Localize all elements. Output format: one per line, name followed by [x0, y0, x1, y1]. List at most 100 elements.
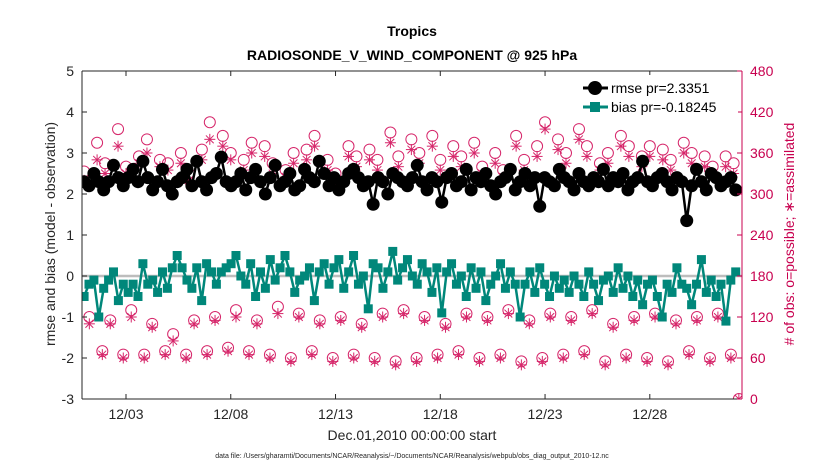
assimilated-low-point-d2 — [566, 316, 576, 325]
assimilated-low-point-d2 — [294, 312, 304, 322]
bias-point — [466, 263, 476, 273]
assimilated-low-point — [599, 359, 611, 371]
assimilated-low-point — [251, 318, 263, 330]
bias-point — [329, 263, 339, 273]
bias-point — [84, 279, 94, 289]
bias-point — [157, 267, 167, 277]
rmse-point — [724, 171, 738, 185]
bias-point — [412, 279, 422, 289]
bias-point — [456, 271, 466, 281]
y-tick-label-left: 3 — [66, 145, 74, 161]
bias-point — [226, 259, 236, 269]
x-tick-label: 12/08 — [213, 406, 248, 422]
bias-point — [89, 275, 99, 285]
y-tick-label-right: 300 — [750, 186, 774, 202]
bias-point — [525, 267, 535, 277]
assimilated-low-point — [460, 311, 472, 323]
rmse-point — [317, 167, 331, 180]
rmse-point — [547, 179, 561, 193]
rmse-point — [214, 150, 228, 164]
assimilated-low-point-d2 — [475, 357, 484, 366]
assimilated-high-point-d2 — [92, 155, 102, 165]
assimilated-high-point-d2 — [658, 155, 668, 165]
bias-point — [442, 267, 452, 277]
possible-high-point — [91, 136, 104, 149]
possible-high-point — [363, 143, 376, 156]
bias-point — [402, 255, 412, 265]
bias-point — [314, 267, 324, 277]
rmse-point — [680, 214, 694, 228]
axes: 12/03 12/08 12/13 12/18 12/23 12/28 -3 -2 -1 0 1 2 3… — [62, 63, 774, 422]
assimilated-low-point — [104, 318, 116, 330]
assimilated-low-point — [586, 308, 598, 320]
bias-point — [633, 275, 643, 285]
assimilated-high-point — [581, 150, 593, 162]
bias-point — [378, 283, 388, 293]
assimilated-low-point-d2 — [433, 353, 442, 363]
assimilated-low-point — [536, 355, 548, 367]
rmse-point — [155, 162, 169, 176]
bias-point — [451, 279, 461, 289]
bias-point — [339, 283, 349, 293]
bias-point — [280, 251, 290, 260]
assimilated-low-point-d2 — [671, 319, 681, 329]
bias-point — [398, 263, 408, 273]
rmse-point — [185, 179, 199, 193]
bias-point — [510, 279, 520, 289]
bias-point — [236, 271, 246, 281]
rmse-point — [464, 183, 478, 197]
assimilated-low-point — [523, 318, 535, 330]
assimilated-high-point-d2 — [302, 155, 311, 165]
assimilated-low-point — [704, 355, 716, 367]
bias-point — [182, 275, 192, 285]
bias-point — [422, 267, 432, 277]
bias-point — [265, 255, 275, 265]
rmse-point — [165, 187, 179, 201]
bias-point — [148, 275, 158, 285]
assimilated-low-point — [725, 352, 737, 364]
bias-point — [251, 292, 261, 301]
x-tick-label: 12/28 — [632, 406, 667, 422]
y-tick-label-left: 4 — [66, 104, 74, 120]
rmse-point — [263, 171, 277, 185]
rmse-point — [126, 162, 140, 176]
bias-point — [657, 312, 667, 322]
rmse-point — [366, 197, 380, 211]
assimilated-high-point — [552, 144, 564, 156]
assimilated-low-point — [369, 355, 381, 367]
bias-point — [608, 287, 618, 297]
bias-point — [569, 271, 579, 281]
rmse-point — [518, 167, 532, 180]
bias-point — [471, 283, 481, 293]
bias-point — [726, 275, 736, 285]
bias-point — [559, 275, 569, 285]
assimilated-low-point — [398, 308, 410, 320]
assimilated-low-point-d2 — [504, 309, 513, 318]
assimilated-low-point-d2 — [663, 360, 673, 370]
bias-point — [716, 279, 726, 289]
possible-high-point — [174, 147, 187, 159]
bias-point — [304, 263, 314, 273]
bias-point — [99, 283, 109, 293]
bias-point — [363, 304, 373, 314]
assimilated-high-point-d2 — [289, 159, 298, 168]
assimilated-high-point-d2 — [113, 141, 123, 151]
rmse-point — [528, 171, 542, 185]
assimilated-low-point-d2 — [726, 353, 736, 363]
bias-point — [393, 275, 403, 285]
assimilated-high-point — [217, 140, 229, 152]
bias-point — [672, 263, 682, 273]
bias-point — [623, 271, 633, 281]
x-tick-label: 12/13 — [318, 406, 353, 422]
bias-point — [535, 263, 545, 273]
possible-high-point — [308, 129, 321, 142]
bias-point — [500, 283, 510, 293]
assimilated-low-point — [691, 314, 703, 326]
assimilated-low-point-d2 — [399, 309, 408, 318]
assimilated-low-point-d2 — [126, 312, 136, 322]
assimilated-low-point — [243, 349, 255, 361]
bias-point — [187, 283, 197, 293]
assimilated-low-point-d2 — [357, 323, 366, 332]
possible-high-point — [531, 140, 544, 153]
